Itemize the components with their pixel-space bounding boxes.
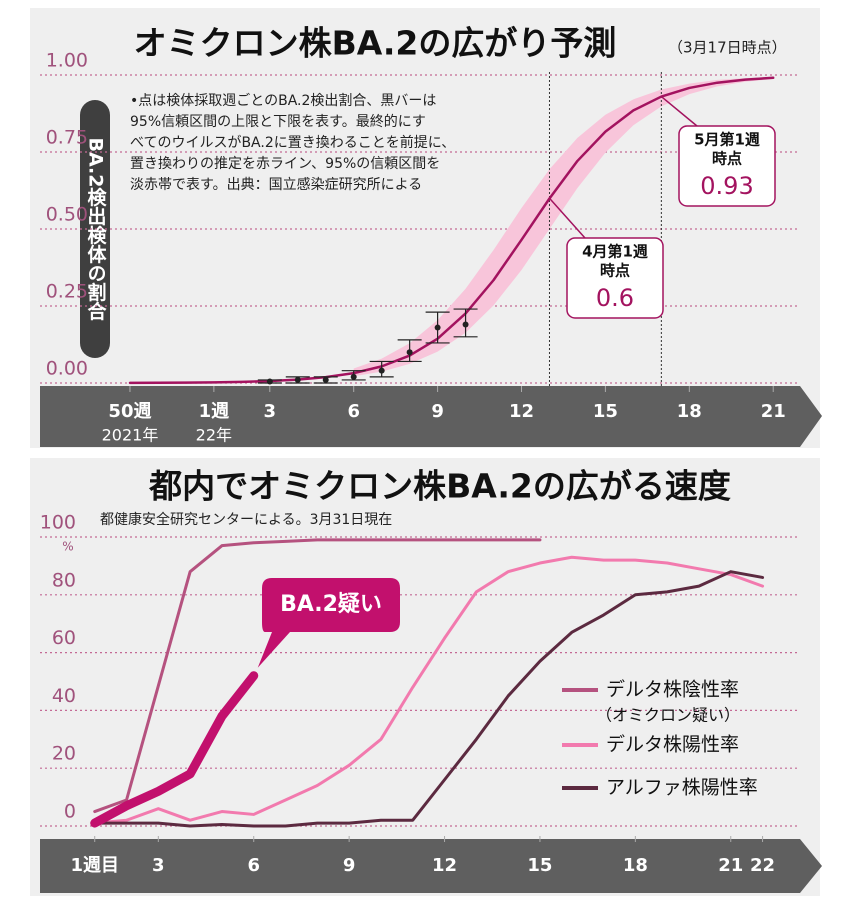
note-line: 淡赤帯で表す。出典：国立感染症研究所による	[130, 176, 422, 193]
annotation-value: 0.6	[596, 284, 634, 312]
x-tick-label: 21	[718, 855, 743, 876]
x-tick-label: 6	[247, 855, 260, 876]
y-tick-label: 0	[64, 801, 76, 823]
callout-box	[257, 578, 400, 668]
x-tick-label: 9	[431, 401, 444, 422]
x-tick-label: 18	[623, 855, 648, 876]
x-tick-label: 21	[761, 401, 786, 422]
data-point	[462, 321, 469, 328]
x-year-label: 22年	[196, 426, 232, 445]
note-line: べてのウイルスがBA.2に置き換わることを前提に、	[130, 134, 455, 151]
x-tick-label: 1週目	[70, 855, 119, 876]
x-tick-label: 18	[677, 401, 702, 422]
x-tick-label: 12	[432, 855, 457, 876]
annotation-value: 0.93	[700, 172, 753, 200]
confidence-band	[353, 76, 774, 377]
x-tick-label: 1週	[199, 401, 230, 422]
callout-label: BA.2疑い	[280, 592, 382, 617]
y-unit: %	[62, 540, 73, 554]
x-tick-label: 12	[509, 401, 534, 422]
x-axis-band	[40, 839, 822, 893]
annotation-pointer	[548, 197, 586, 239]
panel-1	[30, 8, 820, 448]
x-axis-band	[40, 386, 822, 447]
data-point	[434, 324, 441, 331]
data-point	[378, 367, 385, 374]
data-point	[266, 378, 273, 385]
y-tick-label: 40	[52, 685, 76, 707]
y-tick-label: 100	[40, 512, 76, 534]
note-line: 置き換わりの推定を赤ライン、95%の信頼区間を	[130, 156, 440, 172]
y-tick-label: 0.50	[46, 204, 88, 226]
data-point	[322, 376, 329, 383]
annotation-box	[678, 125, 776, 207]
y-tick-label: 80	[52, 569, 76, 591]
legend-note: （オミクロン疑い）	[596, 706, 740, 725]
note-line: 95%信頼区間の上限と下限を表す。最終的にす	[130, 114, 426, 130]
chart-title: オミクロン株BA.2の広がり予測	[134, 24, 617, 63]
x-tick-label: 9	[343, 855, 356, 876]
chart-subtitle: 都健康安全研究センターによる。3月31日現在	[100, 511, 392, 528]
legend-label: デルタ株陽性率	[606, 734, 739, 756]
series-line	[90, 671, 259, 828]
x-tick-label: 3	[264, 401, 277, 422]
series-line	[93, 555, 765, 825]
y-tick-label: 0.25	[46, 281, 88, 303]
data-point	[350, 373, 357, 380]
y-tick-label: 0.00	[46, 358, 88, 380]
annotation-text: 時点	[712, 150, 742, 168]
series-line	[128, 76, 775, 385]
note-line: •点は検体採取週ごとのBA.2検出割合、黒バーは	[130, 92, 436, 109]
series-line	[93, 570, 765, 828]
chart-title: 都内でオミクロン株BA.2の広がる速度	[148, 467, 731, 506]
y-tick-label: 0.75	[46, 127, 88, 149]
x-tick-label: 3	[152, 855, 165, 876]
x-tick-label: 6	[347, 401, 360, 422]
annotation-text: 時点	[600, 262, 630, 280]
data-point	[406, 349, 413, 356]
x-tick-label: 50週	[108, 401, 151, 422]
annotation-text: 5月第1週	[694, 131, 760, 149]
legend-label: アルファ株陽性率	[606, 777, 758, 799]
x-tick-label: 15	[527, 855, 552, 876]
x-tick-label: 15	[593, 401, 618, 422]
y-tick-label: 1.00	[46, 50, 88, 72]
series-line	[93, 538, 542, 814]
annotation-box	[566, 237, 664, 319]
y-tick-label: 20	[52, 743, 76, 765]
y-tick-label: 60	[52, 627, 76, 649]
chart-subtitle: （3月17日時点）	[668, 39, 787, 57]
x-tick-label: 22	[750, 855, 775, 876]
x-year-label: 2021年	[102, 426, 159, 445]
data-point	[294, 376, 301, 383]
annotation-pointer	[660, 95, 698, 127]
annotation-text: 4月第1週	[582, 243, 648, 261]
legend-label: デルタ株陰性率	[606, 679, 739, 701]
